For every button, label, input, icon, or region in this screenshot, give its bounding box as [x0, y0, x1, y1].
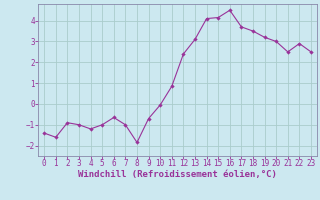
X-axis label: Windchill (Refroidissement éolien,°C): Windchill (Refroidissement éolien,°C) — [78, 170, 277, 179]
